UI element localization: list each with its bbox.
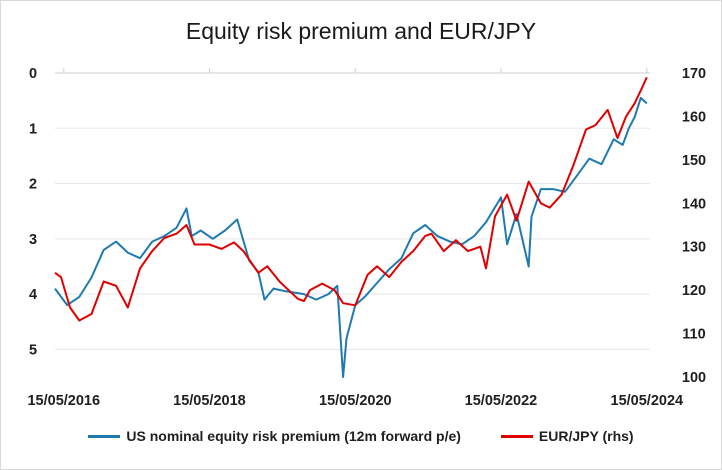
y-right-tick-label-0: 170 <box>682 66 706 82</box>
y-left-tick-label-1: 1 <box>29 121 37 137</box>
x-tick-label-4: 15/05/2024 <box>611 393 684 409</box>
x-tick-label-3: 15/05/2022 <box>465 393 538 409</box>
y-left-tick-label-5: 5 <box>29 342 37 358</box>
legend-item-erp: US nominal equity risk premium (12m forw… <box>88 428 461 444</box>
chart-title: Equity risk premium and EUR/JPY <box>185 18 537 44</box>
y-right-tick-label-2: 150 <box>682 153 706 169</box>
y-left-tick-label-2: 2 <box>29 177 37 193</box>
x-tick-label-2: 15/05/2020 <box>319 393 392 409</box>
legend-item-eurjpy: EUR/JPY (rhs) <box>500 428 634 444</box>
y-right-tick-label-4: 130 <box>682 240 706 256</box>
y-right-tick-label-5: 120 <box>682 283 706 299</box>
legend: US nominal equity risk premium (12m forw… <box>0 428 722 444</box>
y-right-tick-label-6: 110 <box>682 327 705 343</box>
legend-label-eurjpy: EUR/JPY (rhs) <box>538 428 634 444</box>
y-right-tick-label-3: 140 <box>682 196 706 212</box>
series-line-eurjpy <box>54 76 648 322</box>
x-tick-label-0: 15/05/2016 <box>27 393 100 409</box>
y-right-tick-label-1: 160 <box>682 109 706 125</box>
x-tick-label-1: 15/05/2018 <box>173 393 246 409</box>
legend-swatch-eurjpy <box>500 434 533 438</box>
series-line-erp <box>54 96 648 378</box>
y-left-tick-label-3: 3 <box>29 232 37 248</box>
y-right-tick-label-7: 100 <box>682 370 706 386</box>
legend-label-erp: US nominal equity risk premium (12m forw… <box>126 428 461 444</box>
y-left-tick-label-4: 4 <box>29 287 37 303</box>
y-left-tick-label-0: 0 <box>29 66 37 82</box>
legend-swatch-erp <box>88 434 121 438</box>
